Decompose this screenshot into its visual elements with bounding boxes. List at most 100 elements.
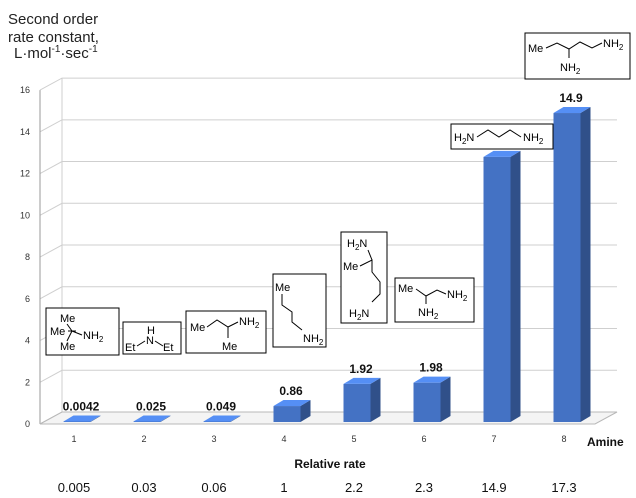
bar-front xyxy=(483,156,511,422)
structure-5-bond-a xyxy=(367,249,373,261)
structure-5-chain xyxy=(359,259,381,303)
structure-1-frame xyxy=(45,307,120,356)
structure-6-nh2-right: NH2 xyxy=(447,289,468,303)
structure-6-chain xyxy=(415,288,447,297)
y-tick-label: 4 xyxy=(25,336,30,346)
structure-2-et-left: Et xyxy=(125,342,135,354)
structure-7-chain xyxy=(476,129,522,138)
structure-3-me-left: Me xyxy=(190,322,205,334)
structure-5-h2n-top: H2N xyxy=(347,238,367,252)
structure-5: H2N Me H2N xyxy=(340,231,388,324)
structure-8-nh2-right: NH2 xyxy=(603,38,624,52)
y-tick-labels: 0 2 4 6 8 10 12 14 16 xyxy=(20,85,30,429)
relative-rate-value: 2.3 xyxy=(415,480,433,495)
x-tick-label: 2 xyxy=(141,434,146,444)
bars xyxy=(63,107,591,423)
structure-7-h2n: H2N xyxy=(454,132,474,146)
bar-side xyxy=(90,415,101,422)
bar-5 xyxy=(343,377,381,422)
relative-rate-value: 0.005 xyxy=(58,480,91,495)
structure-3: Me NH2 Me xyxy=(185,310,267,354)
bar-top xyxy=(413,376,451,383)
structure-1-bond-a xyxy=(66,323,73,332)
structure-6-me: Me xyxy=(398,283,413,295)
bar-side xyxy=(510,150,521,422)
y-tick-label: 2 xyxy=(25,377,30,387)
data-label: 14.9 xyxy=(559,91,583,105)
structure-4-frame xyxy=(272,273,327,348)
relative-rate-value: 0.06 xyxy=(201,480,226,495)
structure-8: Me NH2 NH2 xyxy=(524,32,631,80)
relative-rate-value: 17.3 xyxy=(551,480,576,495)
bar-side xyxy=(300,400,311,422)
x-tick-label: 3 xyxy=(211,434,216,444)
axes xyxy=(39,78,618,425)
structure-6: Me NH2 NH2 xyxy=(394,277,475,323)
structure-2-h: H xyxy=(147,325,155,337)
bar-6 xyxy=(413,376,451,422)
structure-3-chain xyxy=(206,319,239,328)
bar-side xyxy=(230,415,241,422)
bar-2 xyxy=(133,415,171,422)
bar-top xyxy=(553,107,591,114)
x-tick-label: 7 xyxy=(491,434,496,444)
structure-1-bond-d xyxy=(71,330,83,336)
x-tick-labels: 1 2 3 4 5 6 7 8 xyxy=(71,434,566,444)
relative-rate-value: 0.03 xyxy=(131,480,156,495)
bar-front xyxy=(413,382,441,422)
structure-8-chain xyxy=(545,41,603,50)
bar-front xyxy=(203,421,231,422)
structure-1: Me Me Me NH2 xyxy=(45,307,120,356)
y-tick-label: 16 xyxy=(20,85,30,95)
gridline xyxy=(39,286,617,300)
bar-top xyxy=(483,150,521,157)
bar-side xyxy=(370,377,381,422)
y-tick-label: 0 xyxy=(25,419,30,429)
bar-top xyxy=(273,400,311,407)
gridline xyxy=(39,369,617,383)
bar-side xyxy=(160,415,171,422)
gridline xyxy=(39,77,617,91)
structure-2-frame xyxy=(122,321,182,355)
structure-1-nh2: NH2 xyxy=(83,330,104,344)
bar-1 xyxy=(63,415,101,422)
structure-2-bond-b xyxy=(154,340,164,347)
data-label: 1.98 xyxy=(419,361,443,375)
y-axis-title-line-1: Second order xyxy=(8,11,98,28)
gridline xyxy=(39,244,617,258)
data-label: 0.86 xyxy=(279,384,303,398)
relative-rate-values: 0.005 0.03 0.06 1 2.2 2.3 14.9 17.3 xyxy=(58,480,577,495)
relative-rate-value: 2.2 xyxy=(345,480,363,495)
structure-4-me: Me xyxy=(275,282,290,294)
bar-top xyxy=(133,415,171,422)
bar-top xyxy=(63,415,101,422)
bar-7 xyxy=(483,150,521,422)
data-label: 1.92 xyxy=(349,362,373,376)
bar-top xyxy=(203,415,241,422)
data-label: 0.025 xyxy=(136,400,166,414)
x-tick-label: 5 xyxy=(351,434,356,444)
structure-2-n: N xyxy=(146,335,154,347)
structure-7-nh2: NH2 xyxy=(523,132,544,146)
structure-3-frame xyxy=(185,310,267,354)
structure-3-me-bottom: Me xyxy=(222,341,237,353)
structure-2: H N Et Et xyxy=(122,321,182,355)
bar-side xyxy=(440,376,451,422)
y-tick-label: 6 xyxy=(25,294,30,304)
chart-floor xyxy=(39,411,618,425)
relative-rate-value: 14.9 xyxy=(481,480,506,495)
structure-5-h2n-bottom: H2N xyxy=(349,308,369,322)
x-axis-title: Amine xyxy=(587,435,624,449)
structure-1-bond-c xyxy=(66,330,73,342)
bar-4 xyxy=(273,400,311,422)
structure-7: H2N NH2 xyxy=(450,123,554,150)
relative-rate-value: 1 xyxy=(280,480,287,495)
structure-5-frame xyxy=(340,231,388,324)
data-label: 0.049 xyxy=(206,400,236,414)
bar-3 xyxy=(203,415,241,422)
y-tick-label: 12 xyxy=(20,169,30,179)
gridline xyxy=(39,202,617,216)
bar-front xyxy=(273,406,301,422)
x-tick-label: 1 xyxy=(71,434,76,444)
